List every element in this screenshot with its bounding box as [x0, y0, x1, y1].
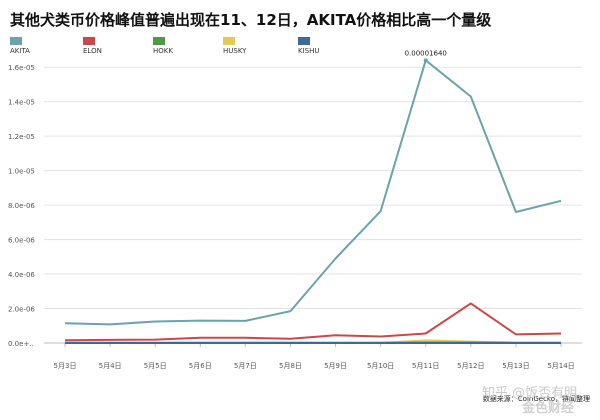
x-tick-label: 5月12日 [457, 362, 484, 370]
watermark-jinse: 金色财经 [522, 401, 575, 416]
x-tick-label: 5月10日 [367, 362, 394, 370]
legend-label: KISHU [298, 47, 320, 55]
x-tick-label: 5月9日 [324, 362, 347, 370]
legend-swatch [83, 37, 95, 45]
legend-label: HOKK [153, 47, 173, 55]
x-tick-label: 5月11日 [412, 362, 439, 370]
legend-item-kishu: KISHU [298, 36, 320, 55]
y-tick-label: 8.0e-06 [8, 202, 35, 210]
legend-item-husky: HUSKY [223, 36, 246, 55]
x-tick-label: 5月5日 [144, 362, 167, 370]
series-line-elon [64, 302, 562, 342]
x-tick-label: 5月8日 [279, 362, 302, 370]
x-tick-label: 5月4日 [99, 362, 122, 370]
peak-marker [423, 58, 428, 63]
peak-annotation: 0.00001640 [405, 49, 447, 57]
y-tick-label: 1.6e-05 [8, 64, 35, 72]
legend-item-hokk: HOKK [153, 36, 173, 55]
x-tick-label: 5月3日 [54, 362, 77, 370]
source-note: 数据来源：CoinGecko，链闻整理 [482, 395, 590, 403]
watermark-zhihu: 知乎 @饭否有明 [482, 386, 578, 401]
x-tick-label: 5月7日 [234, 362, 257, 370]
legend-swatch [10, 37, 22, 45]
legend-label: AKITA [10, 47, 30, 55]
y-tick-label: 4.0e-06 [8, 271, 35, 279]
x-tick-label: 5月14日 [547, 362, 574, 370]
chart-title: 其他犬类币价格峰值普遍出现在11、12日，AKITA价格相比高一个量级 [10, 11, 492, 29]
legend-label: HUSKY [223, 47, 247, 55]
legend-swatch [298, 37, 310, 45]
y-tick-label: 1.2e-05 [8, 133, 35, 141]
legend-swatch [223, 37, 235, 45]
legend-label: ELON [83, 47, 102, 55]
series-line-akita [64, 59, 562, 326]
x-tick-label: 5月6日 [189, 362, 212, 370]
y-tick-label: 2.0e-06 [8, 306, 35, 314]
y-tick-label: 1.4e-05 [8, 99, 35, 107]
y-tick-label: 1.0e-05 [8, 168, 35, 176]
x-tick-label: 5月13日 [502, 362, 529, 370]
legend-item-akita: AKITA [10, 36, 30, 55]
y-tick-label: 6.0e-06 [8, 237, 35, 245]
legend-swatch [153, 37, 165, 45]
y-tick-label: 0.0e+.. [8, 340, 34, 348]
legend-item-elon: ELON [83, 36, 103, 55]
